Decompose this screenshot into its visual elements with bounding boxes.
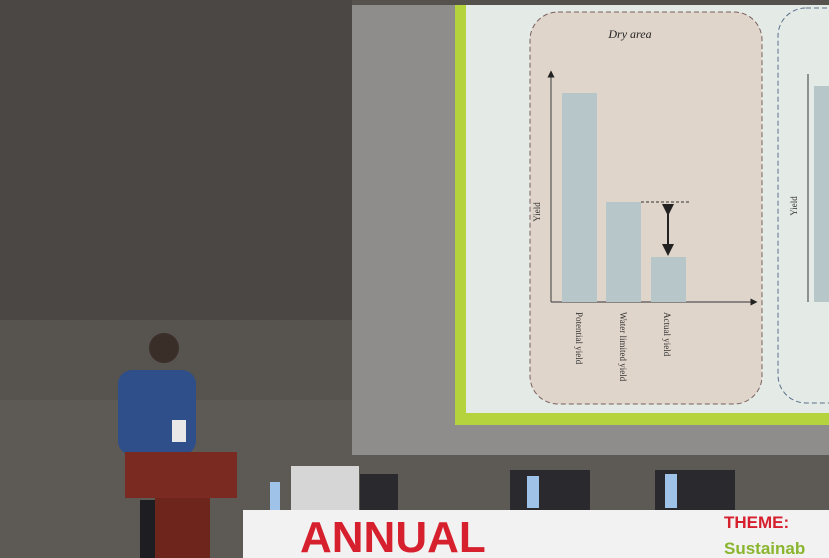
- bottle: [270, 482, 280, 510]
- bar-label: Potential yield: [574, 312, 584, 365]
- podium-top: [125, 452, 237, 498]
- badge: [172, 420, 186, 442]
- bar: [814, 86, 829, 302]
- y-axis-label: Yield: [789, 196, 799, 216]
- panel-title: Dry area: [607, 27, 651, 41]
- bar-label: Actual yield: [662, 312, 672, 357]
- wall-panel: [0, 0, 352, 320]
- page: Dry area Yield Potential yield Water lim…: [0, 0, 829, 558]
- speaker-head: [149, 333, 179, 363]
- speaker-shirt: [118, 370, 196, 455]
- bar-label: Water limited yield: [618, 312, 628, 382]
- bar: [606, 202, 641, 302]
- laptop: [291, 466, 359, 510]
- bottle: [665, 474, 677, 508]
- podium-stand: [155, 498, 210, 558]
- bar: [562, 93, 597, 302]
- chair: [360, 474, 398, 510]
- y-axis-label: Yield: [532, 202, 542, 222]
- theme-label: THEME:: [724, 513, 789, 532]
- bottle: [527, 476, 539, 508]
- banner-title: ANNUAL: [300, 513, 486, 558]
- theme-text: Sustainab: [724, 539, 805, 558]
- photo: Dry area Yield Potential yield Water lim…: [0, 0, 829, 558]
- bar: [651, 257, 686, 302]
- chair: [510, 470, 590, 510]
